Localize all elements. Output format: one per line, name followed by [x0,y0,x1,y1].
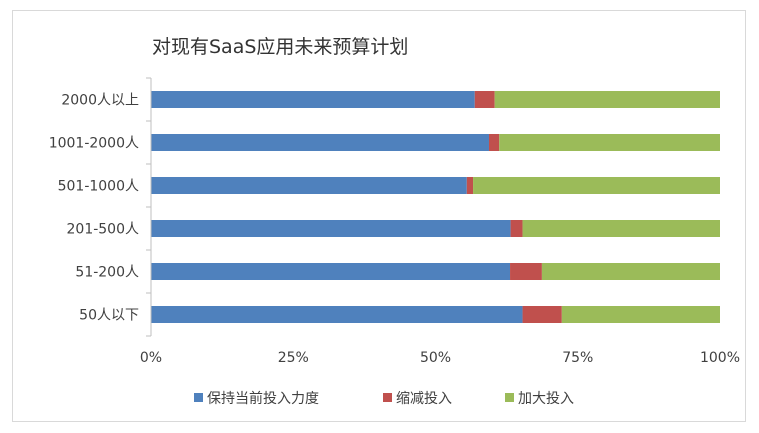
legend-swatch [194,393,203,402]
y-tick-label: 50人以下 [79,308,139,324]
bar-segment-0-5 [151,306,523,323]
y-tick-label: 501-1000人 [58,179,139,195]
legend-label: 缩减投入 [396,391,452,407]
x-tick-label: 100% [700,350,740,366]
bar-segment-2-2 [473,177,720,194]
legend-swatch [505,393,514,402]
bar-segment-1-2 [466,177,474,194]
bar-segment-2-4 [541,263,720,280]
y-tick-label: 2000人以上 [61,93,139,109]
x-tick-label: 25% [278,350,309,366]
x-tick-label: 50% [420,350,451,366]
bar-segment-0-3 [151,220,511,237]
legend-swatch [383,393,392,402]
bar-segment-2-1 [499,134,720,151]
bar-segment-0-4 [151,263,511,280]
legend-label: 保持当前投入力度 [207,390,319,407]
chart-frame [12,10,746,422]
bar-segment-1-5 [522,306,562,323]
legend: 保持当前投入力度 缩减投入 加大投入 [194,390,574,407]
bar-segment-1-1 [488,134,500,151]
bar-segment-1-4 [510,263,542,280]
x-tick-label: 0% [140,350,162,366]
bar-segment-2-0 [494,91,720,108]
axes-layer: 2000人以上 1001-2000人 501-1000人 201-500人 51-200… [49,77,740,366]
bar-segment-0-1 [151,134,489,151]
bar-segment-1-0 [474,91,495,108]
y-tick-label: 1001-2000人 [49,136,139,152]
y-tick-label: 51-200人 [75,265,139,281]
y-tick-label: 201-500人 [67,222,140,238]
legend-label: 加大投入 [518,391,574,407]
bar-segment-2-5 [561,306,720,323]
bar-segment-0-2 [151,177,467,194]
bar-segment-1-3 [510,220,523,237]
bars-layer [151,91,720,323]
x-tick-label: 75% [562,350,593,366]
bar-segment-0-0 [151,91,475,108]
chart-title: 对现有SaaS应用未来预算计划 [152,36,408,58]
bar-segment-2-3 [522,220,720,237]
